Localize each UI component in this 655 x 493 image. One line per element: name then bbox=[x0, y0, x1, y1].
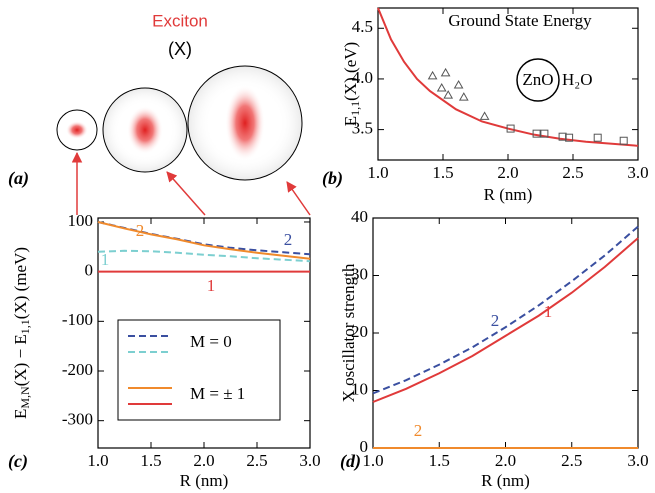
x-tick-label: 2.0 bbox=[193, 451, 214, 470]
y-axis-label-part: 1,1 bbox=[348, 101, 362, 116]
series-line bbox=[97, 221, 311, 260]
y-axis-label-part: 1,1 bbox=[18, 319, 32, 334]
series-label: 1 bbox=[544, 302, 553, 321]
y-axis-label-part: E bbox=[11, 409, 30, 419]
series-label: 2 bbox=[491, 311, 500, 330]
square-point bbox=[565, 133, 574, 142]
panel-label: (d) bbox=[340, 451, 361, 472]
triangle-point bbox=[453, 80, 464, 89]
series-label: 1 bbox=[207, 276, 216, 295]
panel-label: (b) bbox=[322, 168, 343, 189]
x-axis-label: R (nm) bbox=[481, 471, 530, 490]
x-tick-label: 2.0 bbox=[497, 163, 518, 182]
arrow bbox=[286, 181, 311, 216]
y-axis-label: X oscillator strength bbox=[339, 263, 358, 402]
exciton-medium bbox=[102, 87, 188, 173]
y-axis-label: EM,N(X) − E1,1(X) (meV) bbox=[11, 247, 32, 419]
x-axis-label: R (nm) bbox=[484, 185, 533, 204]
y-tick-label: 4.5 bbox=[352, 17, 373, 36]
triangle-point bbox=[436, 83, 447, 92]
legend-label: M = ± 1 bbox=[190, 384, 245, 403]
y-axis-label-part: (X) (eV) bbox=[341, 42, 360, 101]
y-tick-label: -300 bbox=[62, 410, 93, 429]
series-label: 1 bbox=[101, 250, 110, 269]
x-tick-label: 2.0 bbox=[495, 451, 516, 470]
x-tick-label: 3.0 bbox=[299, 451, 320, 470]
series-line bbox=[97, 249, 311, 263]
x-tick-label: 1.0 bbox=[362, 451, 383, 470]
x-tick-label: 3.0 bbox=[627, 163, 648, 182]
chart-title: Ground State Energy bbox=[448, 11, 592, 30]
square-point bbox=[532, 129, 541, 138]
triangle-point bbox=[440, 67, 451, 77]
x-tick-label: 1.5 bbox=[432, 163, 453, 182]
panel-label: (a) bbox=[8, 168, 29, 189]
series-line bbox=[377, 7, 639, 147]
arrow bbox=[166, 171, 206, 216]
square-point bbox=[506, 124, 515, 133]
x-axis-label: R (nm) bbox=[180, 471, 229, 490]
y-tick-label: 0 bbox=[360, 437, 369, 456]
triangle-point bbox=[427, 70, 438, 80]
plot-frame bbox=[377, 7, 639, 161]
series-label: 2 bbox=[136, 221, 145, 240]
panel-label: (c) bbox=[8, 451, 28, 472]
x-tick-label: 1.5 bbox=[429, 451, 450, 470]
legend-label: M = 0 bbox=[190, 332, 232, 351]
y-tick-label: 10 bbox=[351, 379, 368, 398]
plot-frame bbox=[372, 217, 639, 449]
y-axis-label: E1,1(X) (eV) bbox=[341, 42, 362, 126]
annotation: H₂O bbox=[562, 70, 592, 89]
y-tick-label: 0 bbox=[85, 261, 94, 280]
square-point bbox=[619, 136, 628, 145]
y-tick-label: 3.5 bbox=[352, 119, 373, 138]
exciton-small bbox=[56, 109, 98, 151]
series-line bbox=[372, 225, 639, 395]
y-axis-label-part: E bbox=[341, 116, 360, 126]
x-tick-label: 2.5 bbox=[246, 451, 267, 470]
y-axis-label-part: (X) (meV) bbox=[11, 247, 30, 319]
y-tick-label: -200 bbox=[62, 360, 93, 379]
y-axis-label-part: (X) − E bbox=[11, 334, 30, 386]
illustration-symbol: (X) bbox=[168, 39, 192, 59]
annotation-circle bbox=[516, 58, 560, 102]
y-tick-label: 100 bbox=[68, 211, 94, 230]
x-tick-label: 3.0 bbox=[627, 451, 648, 470]
y-tick-label: 30 bbox=[351, 264, 368, 283]
x-tick-label: 2.5 bbox=[561, 451, 582, 470]
y-tick-label: 20 bbox=[351, 322, 368, 341]
y-tick-label: 4.0 bbox=[352, 68, 373, 87]
x-tick-label: 2.5 bbox=[562, 163, 583, 182]
series-line bbox=[97, 220, 311, 256]
y-axis-label-part: M,N bbox=[18, 386, 32, 409]
annotation: ZnO bbox=[522, 70, 553, 89]
square-point bbox=[593, 133, 602, 142]
series-label: 2 bbox=[284, 230, 293, 249]
triangle-point bbox=[443, 90, 454, 99]
y-tick-label: -100 bbox=[62, 310, 93, 329]
illustration-title: Exciton bbox=[152, 11, 208, 30]
y-tick-label: 40 bbox=[351, 207, 368, 226]
triangle-point bbox=[458, 92, 469, 101]
exciton-large bbox=[187, 65, 303, 181]
series-line bbox=[372, 237, 639, 403]
x-tick-label: 1.0 bbox=[87, 451, 108, 470]
x-tick-label: 1.5 bbox=[140, 451, 161, 470]
series-label: 2 bbox=[414, 421, 423, 440]
triangle-point bbox=[479, 111, 490, 120]
x-tick-label: 1.0 bbox=[367, 163, 388, 182]
square-point bbox=[540, 129, 549, 138]
